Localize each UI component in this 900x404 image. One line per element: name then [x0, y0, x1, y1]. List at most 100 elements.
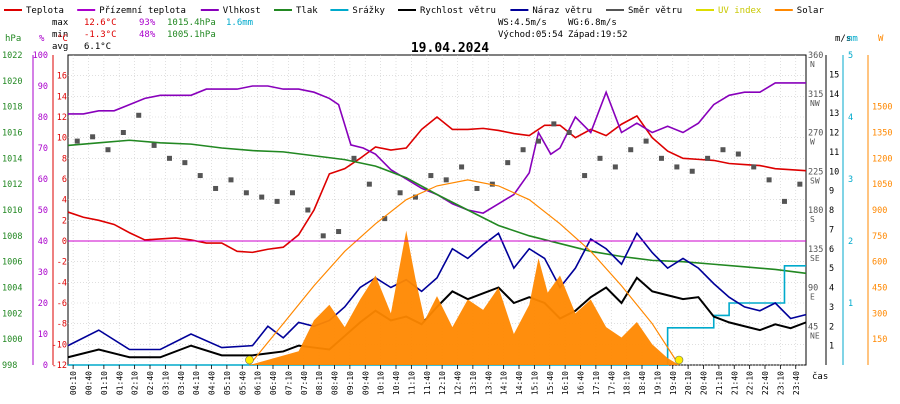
x-tick-label-30: 15:10: [530, 371, 539, 395]
x-tick-label-2: 01:10: [100, 371, 109, 395]
solar-tick-9: 1500: [872, 103, 892, 113]
stats-avg-label: avg: [52, 42, 68, 52]
wind-speed-tick-3: 4: [829, 284, 834, 294]
wind-dir-tick-6: 315: [808, 90, 823, 100]
pressure-tick-1: 1000: [2, 335, 22, 345]
wind-dir-point-11: [243, 190, 249, 196]
wind-dir-point-24: [443, 177, 449, 183]
humidity-tick-8: 80: [38, 113, 48, 123]
legend-label-2: Vlhkost: [223, 6, 261, 16]
temperature-tick-0: -12: [52, 361, 67, 371]
wind-dir-point-45: [766, 177, 772, 183]
wind-dir-point-29: [520, 147, 526, 153]
humidity-tick-4: 40: [38, 237, 48, 247]
x-tick-label-4: 02:10: [131, 371, 140, 395]
wind-speed-tick-7: 8: [829, 206, 834, 216]
stats-min-press: 1005.1hPa: [167, 30, 216, 40]
x-tick-label-35: 17:40: [607, 371, 616, 395]
solar-tick-3: 600: [872, 258, 887, 268]
solar-tick-1: 300: [872, 309, 887, 319]
wind-dir-point-42: [720, 147, 726, 153]
x-tick-label-13: 06:40: [269, 371, 278, 395]
wind-dir-tick-4: 225: [808, 167, 823, 177]
wind-dir-point-38: [658, 155, 664, 161]
wind-dir-point-34: [597, 155, 603, 161]
legend-label-5: Rychlost větru: [420, 6, 496, 16]
x-tick-label-6: 03:10: [161, 371, 170, 395]
x-tick-label-33: 16:40: [577, 371, 586, 395]
humidity-unit: %: [39, 34, 45, 44]
solar-tick-4: 750: [872, 232, 887, 242]
series-náraz-větru-line: [67, 231, 807, 351]
temperature-tick-13: 14: [57, 92, 67, 102]
x-tick-label-1: 00:40: [85, 371, 94, 395]
legend-label-4: Srážky: [352, 6, 385, 16]
x-tick-label-43: 21:40: [730, 371, 739, 395]
x-tick-label-3: 01:40: [115, 371, 124, 395]
series-solar-max-line: [248, 179, 680, 366]
pressure-tick-5: 1008: [2, 232, 22, 242]
wind-dir-point-47: [797, 181, 803, 187]
wind-speed-tick-10: 11: [829, 148, 839, 158]
solar-tick-2: 450: [872, 284, 887, 294]
stats-avg-temp: 6.1°C: [84, 42, 111, 52]
wind-dir-point-13: [274, 198, 280, 204]
pressure-tick-8: 1014: [2, 154, 22, 164]
rain-tick-0: 1: [848, 299, 853, 309]
wind-speed-unit: m/s: [835, 34, 851, 44]
legend-label-8: UV index: [718, 6, 762, 16]
wind-dir-point-21: [397, 190, 403, 196]
wind-dir-point-41: [705, 155, 711, 161]
wind-speed-tick-9: 10: [829, 167, 839, 177]
temperature-tick-5: -2: [57, 258, 67, 268]
wind-dir-point-7: [182, 160, 188, 166]
wind-speed-tick-0: 1: [829, 342, 834, 352]
wind-dir-tick-3: 180: [808, 206, 823, 216]
wind-speed-tick-12: 13: [829, 109, 839, 119]
wind-dir-tick-5: 270: [808, 129, 823, 139]
x-tick-label-47: 23:40: [792, 371, 801, 395]
legend-label-1: Přízemní teplota: [99, 6, 186, 16]
legend-label-6: Náraz větru: [532, 6, 592, 16]
stats-min-label: min: [52, 30, 68, 40]
wind-dir-point-28: [505, 160, 511, 166]
pressure-tick-9: 1016: [2, 129, 22, 139]
series-teplota-line: [67, 114, 807, 254]
temperature-tick-14: 16: [57, 72, 67, 82]
wind-dir-point-30: [535, 138, 541, 144]
x-tick-label-20: 10:10: [377, 371, 386, 395]
plot-area: [67, 54, 807, 366]
stats-max-hum: 93%: [139, 18, 156, 28]
x-tick-label-15: 07:40: [300, 371, 309, 395]
x-tick-label-5: 02:40: [146, 371, 155, 395]
wind-speed-tick-11: 12: [829, 129, 839, 139]
wind-dir-point-6: [166, 155, 172, 161]
stats-min-temp: -1.3°C: [84, 30, 117, 40]
x-tick-label-19: 09:40: [361, 371, 370, 395]
wind-dir-point-32: [566, 130, 572, 135]
wind-dir-point-46: [781, 198, 787, 204]
wind-speed-tick-4: 5: [829, 264, 834, 274]
wind-dir-tick-2: 135: [808, 245, 823, 255]
wind-dir-point-26: [474, 185, 480, 191]
x-tick-label-32: 16:10: [561, 371, 570, 395]
temperature-tick-2: -8: [57, 320, 67, 330]
wind-dir-name-1: E: [810, 293, 815, 302]
temperature-tick-7: 2: [62, 216, 67, 226]
solar-tick-5: 900: [872, 206, 887, 216]
wind-dir-point-36: [628, 147, 634, 153]
sunset-marker: [674, 355, 684, 365]
x-tick-label-36: 18:10: [623, 371, 632, 395]
x-tick-label-17: 08:40: [331, 371, 340, 395]
legend-label-3: Tlak: [296, 6, 318, 16]
wind-wg: WG:6.8m/s: [568, 18, 617, 28]
x-tick-label-0: 00:10: [69, 371, 78, 395]
wind-dir-point-9: [213, 185, 219, 191]
wind-dir-point-20: [382, 216, 388, 222]
pressure-unit: hPa: [5, 34, 21, 44]
wind-dir-name-3: S: [810, 215, 815, 224]
stats-max-label: max: [52, 18, 69, 28]
pressure-tick-0: 998: [2, 361, 17, 371]
x-tick-label-46: 23:10: [776, 371, 785, 395]
